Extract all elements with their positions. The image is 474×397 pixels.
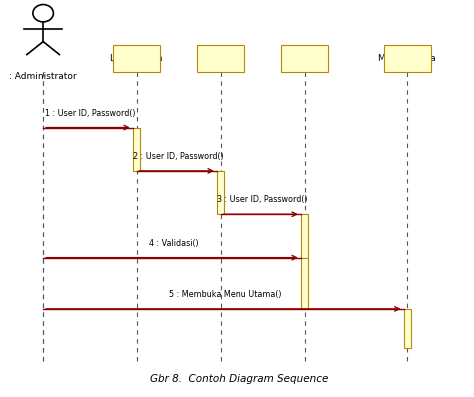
Text: 2 : User ID, Password(): 2 : User ID, Password() bbox=[133, 152, 224, 161]
Bar bbox=[133, 127, 140, 171]
Bar bbox=[197, 45, 244, 72]
Text: 3 : User ID, Password(): 3 : User ID, Password() bbox=[217, 195, 308, 204]
Text: Data User: Data User bbox=[282, 54, 327, 63]
Text: 5 : Membuka Menu Utama(): 5 : Membuka Menu Utama() bbox=[169, 290, 282, 299]
Bar bbox=[113, 45, 160, 72]
Bar bbox=[404, 309, 411, 348]
Bar bbox=[301, 214, 308, 258]
Text: : Administrator: : Administrator bbox=[9, 72, 77, 81]
Text: 1 : User ID, Password(): 1 : User ID, Password() bbox=[45, 109, 135, 118]
Text: Cek User: Cek User bbox=[201, 54, 241, 63]
Text: 4 : Validasi(): 4 : Validasi() bbox=[149, 239, 199, 248]
Bar bbox=[384, 45, 430, 72]
Bar bbox=[217, 171, 224, 214]
Text: Menu Utama: Menu Utama bbox=[378, 54, 436, 63]
Bar bbox=[281, 45, 328, 72]
Text: Gbr 8.  Contoh Diagram Sequence: Gbr 8. Contoh Diagram Sequence bbox=[150, 374, 328, 384]
Text: Layar Login: Layar Login bbox=[110, 54, 163, 63]
Bar bbox=[301, 258, 308, 309]
